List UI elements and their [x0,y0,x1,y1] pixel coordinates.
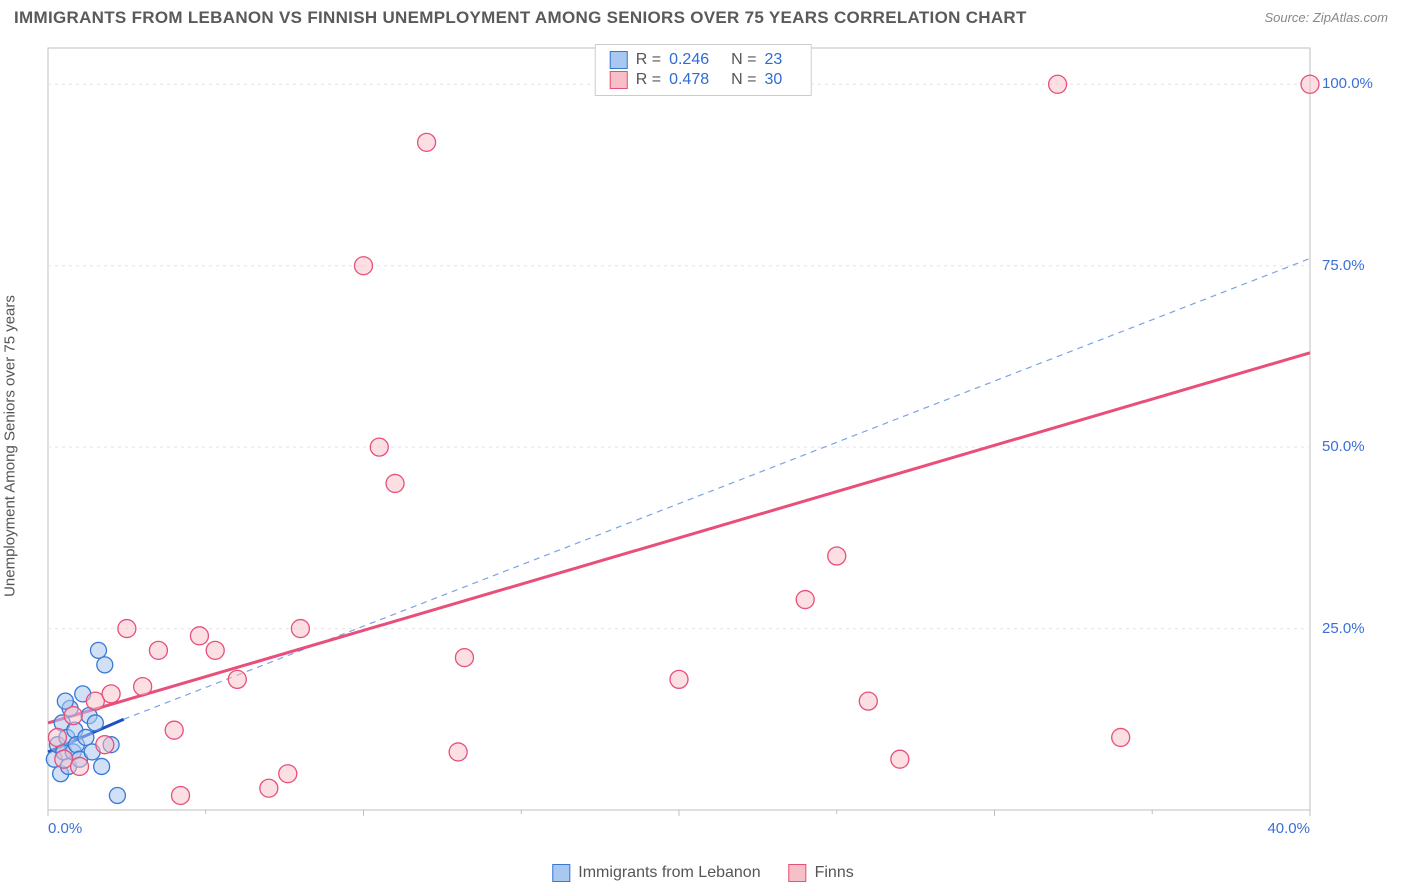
data-point [165,721,183,739]
data-point [206,641,224,659]
chart-title: IMMIGRANTS FROM LEBANON VS FINNISH UNEMP… [14,8,1027,28]
data-point [102,685,120,703]
data-point [96,736,114,754]
axis-tick-label: 100.0% [1322,75,1373,92]
legend-value: 0.478 [669,71,709,89]
source-attribution: Source: ZipAtlas.com [1264,10,1388,25]
data-point [190,627,208,645]
data-point [1049,75,1067,93]
data-point [90,642,106,658]
data-point [109,787,125,803]
data-point [149,641,167,659]
data-point [670,670,688,688]
legend-key: R = [636,71,661,89]
data-point [370,438,388,456]
data-point [386,474,404,492]
data-point [1112,728,1130,746]
data-point [172,786,190,804]
data-point [859,692,877,710]
series-legend-item: Immigrants from Lebanon [552,864,760,882]
data-point [97,657,113,673]
data-point [87,715,103,731]
data-point [891,750,909,768]
data-point [64,707,82,725]
data-point [260,779,278,797]
scatter-plot [40,40,1370,840]
legend-value: 30 [764,71,782,89]
legend-swatch [610,51,628,69]
correlation-legend: R = 0.246 N = 23 R = 0.478 N = 30 [595,44,812,96]
legend-value: 0.246 [669,51,709,69]
legend-row: R = 0.478 N = 30 [610,71,797,89]
data-point [228,670,246,688]
axis-tick-label: 50.0% [1322,438,1365,455]
data-point [78,729,94,745]
data-point [71,757,89,775]
legend-swatch [789,864,807,882]
data-point [455,649,473,667]
legend-label: Finns [815,864,854,882]
legend-row: R = 0.246 N = 23 [610,51,797,69]
data-point [1301,75,1319,93]
legend-key: N = [731,71,756,89]
series-legend-item: Finns [789,864,854,882]
legend-swatch [610,71,628,89]
axis-tick-label: 25.0% [1322,620,1365,637]
data-point [449,743,467,761]
y-axis-label: Unemployment Among Seniors over 75 years [2,146,19,746]
data-point [94,758,110,774]
axis-tick-label: 75.0% [1322,257,1365,274]
legend-value: 23 [764,51,782,69]
axis-tick-label: 40.0% [1267,820,1310,837]
data-point [48,728,66,746]
legend-swatch [552,864,570,882]
data-point [418,133,436,151]
series-legend: Immigrants from Lebanon Finns [552,864,853,882]
data-point [796,591,814,609]
axis-tick-label: 0.0% [48,820,82,837]
data-point [118,620,136,638]
data-point [355,257,373,275]
data-point [134,678,152,696]
data-point [279,765,297,783]
data-point [828,547,846,565]
legend-label: Immigrants from Lebanon [578,864,760,882]
legend-key: R = [636,51,661,69]
legend-key: N = [731,51,756,69]
data-point [291,620,309,638]
